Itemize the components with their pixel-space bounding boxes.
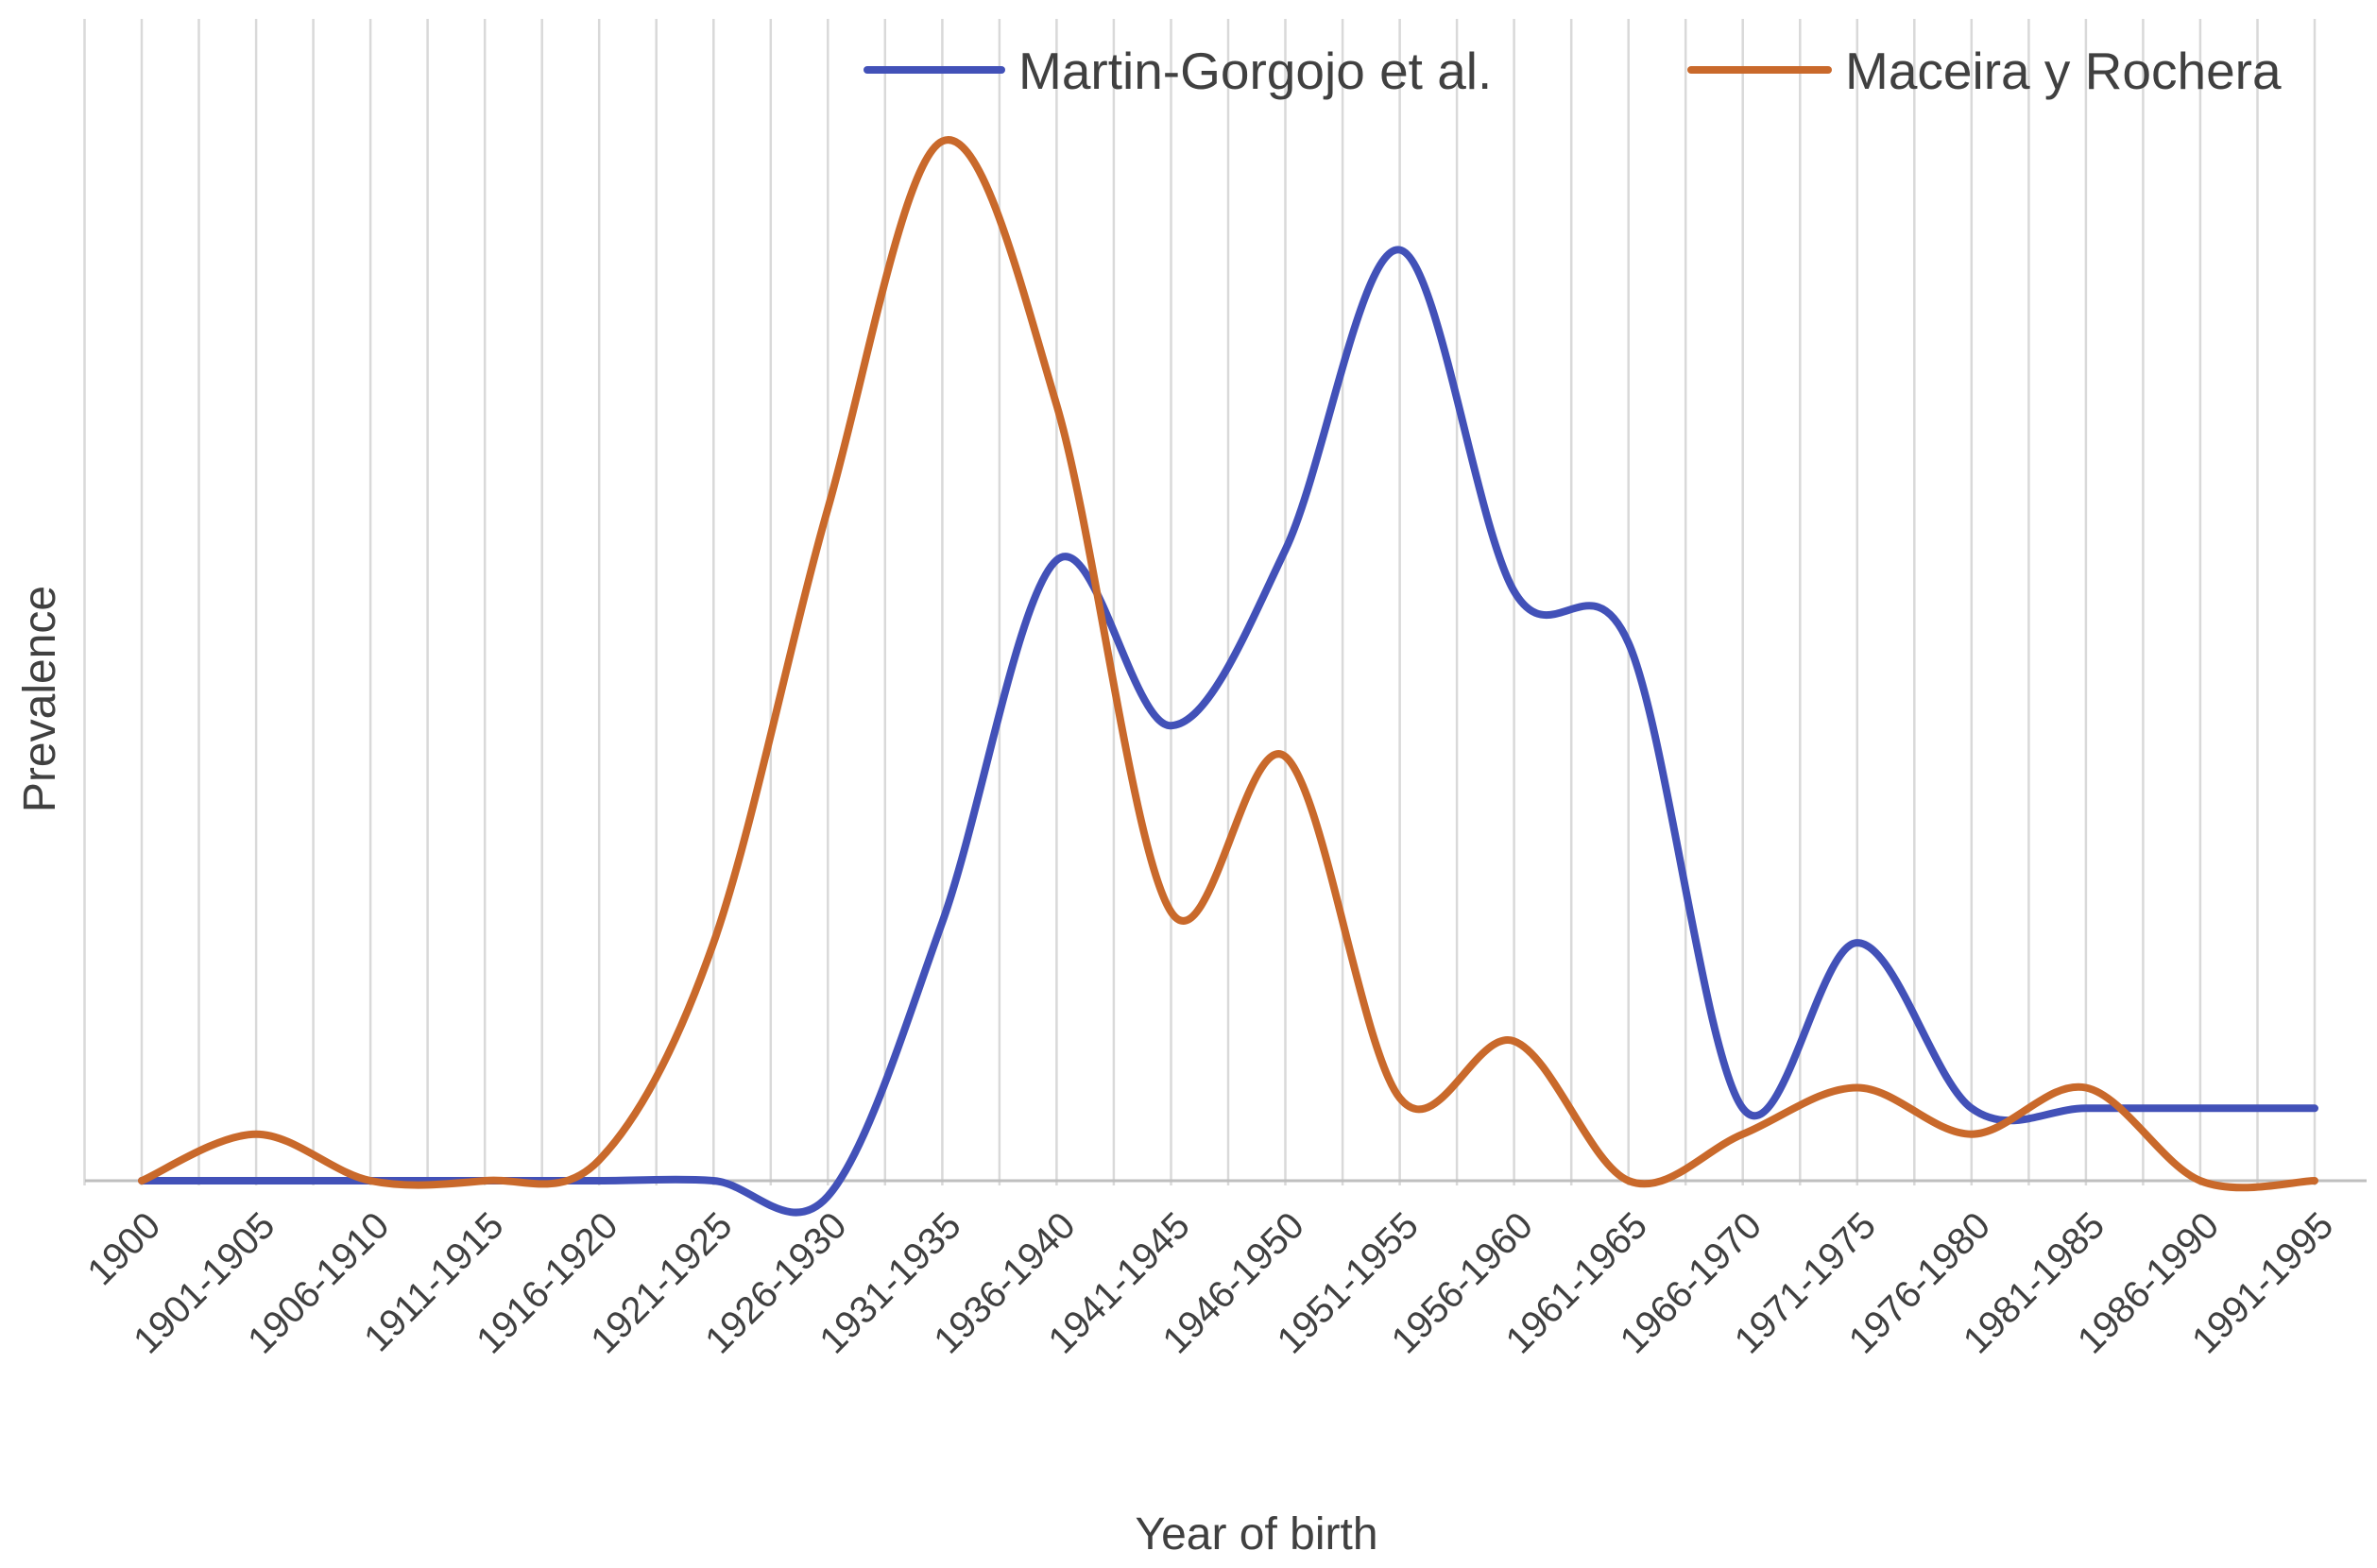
series-line-1 [138, 246, 2318, 1217]
legend: Martin-Gorgojo et al. Maceira y Rochera [864, 42, 2282, 100]
gridlines [83, 19, 2317, 1185]
x-axis-title: Year of birth [1135, 1509, 1377, 1559]
series-lines [138, 136, 2318, 1217]
y-axis-title: Prevalence [15, 586, 65, 812]
legend-label-1: Martin-Gorgojo et al. [1018, 42, 1492, 100]
legend-label-2: Maceira y Rochera [1845, 42, 2282, 100]
series-line-2 [138, 136, 2318, 1192]
